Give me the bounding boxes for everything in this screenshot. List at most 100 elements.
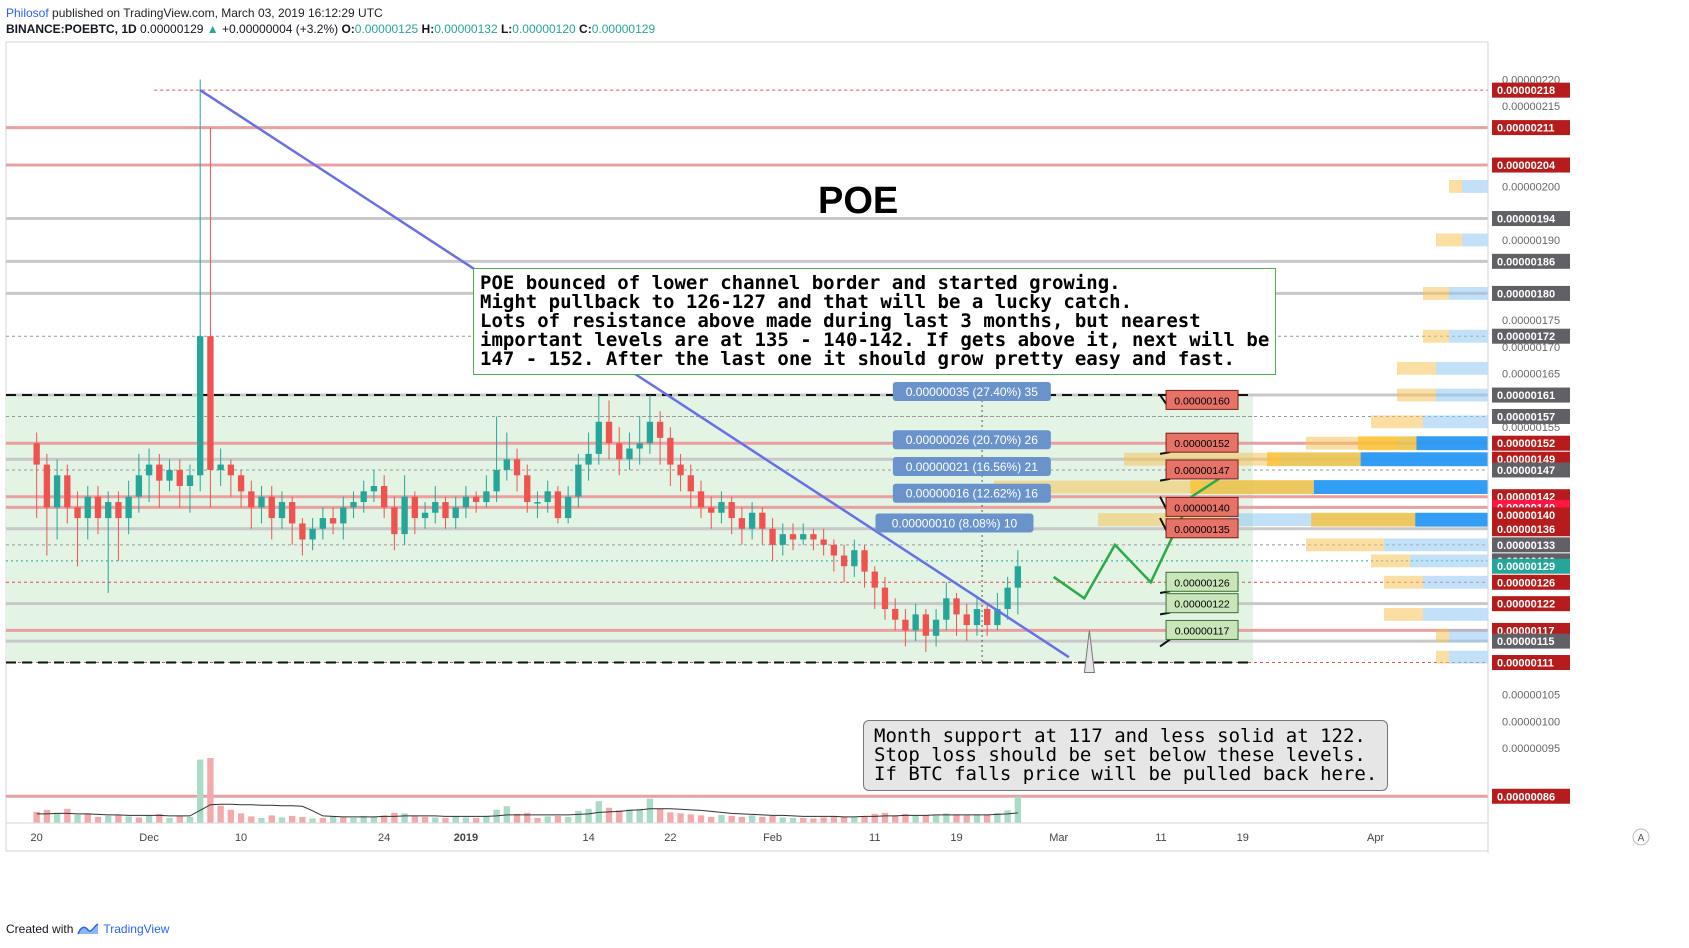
price-tag-text: 0.00000122 <box>1497 599 1555 611</box>
callout-text: 0.00000140 <box>1174 502 1230 514</box>
volume-profile-yellow <box>1384 575 1423 589</box>
volume-bar <box>820 817 827 823</box>
candle-body <box>789 534 797 540</box>
volume-bar <box>105 815 112 823</box>
candle-body <box>442 502 449 519</box>
price-tag: 0.00000180 <box>1492 285 1570 301</box>
measure-label: 0.00000021 (16.56%) 21 <box>892 456 1051 476</box>
auto-scale-button[interactable]: A <box>1632 828 1650 846</box>
price-tag-bg <box>1492 558 1570 574</box>
y-tick-label: 0.00000105 <box>1502 690 1560 702</box>
candle-body <box>319 518 327 529</box>
volume-bar <box>544 816 551 823</box>
price-tag-text: 0.00000204 <box>1497 160 1556 172</box>
analysis-note[interactable]: POE bounced of lower channel border and … <box>473 268 1277 375</box>
price-tag: 0.00000140 <box>1492 507 1570 523</box>
footer-brand[interactable]: TradingView <box>103 922 170 936</box>
volume-bar <box>902 813 909 823</box>
candle-body <box>595 421 602 454</box>
volume-profile-yellow <box>1423 286 1449 300</box>
candle-body <box>207 336 214 470</box>
volume-profile-yellow <box>1306 538 1384 552</box>
volume-bar <box>554 815 562 823</box>
volume-profile-yellow <box>1371 554 1410 568</box>
candle-body <box>953 598 960 615</box>
candle-body <box>708 507 715 513</box>
volume-bar <box>391 812 398 823</box>
volume-bar <box>769 815 776 823</box>
candle-body <box>186 475 194 486</box>
volume-profile-blue <box>1423 415 1488 429</box>
volume-bar <box>135 817 143 823</box>
price-callout: 0.00000122 <box>1159 593 1239 616</box>
candle-body <box>687 475 694 492</box>
volume-bar <box>176 815 183 823</box>
candle-body <box>94 496 102 519</box>
candle-body <box>493 469 500 492</box>
candle-body <box>861 550 868 572</box>
measure-label-text: 0.00000010 (8.08%) 10 <box>892 516 1018 530</box>
candle-body <box>472 496 480 503</box>
price-tag: 0.00000129 <box>1492 558 1570 574</box>
volume-bar <box>656 808 664 823</box>
price-tag-bg <box>1492 387 1570 403</box>
x-tick-label: Apr <box>1367 832 1384 844</box>
price-tag: 0.00000147 <box>1492 462 1570 478</box>
volume-bar <box>973 814 981 823</box>
callout-bg <box>1165 593 1239 614</box>
y-tick-label: 0.00000175 <box>1502 315 1560 327</box>
candle-body <box>237 475 245 492</box>
callout-text: 0.00000152 <box>1174 438 1230 450</box>
x-tick-label: Dec <box>139 832 159 844</box>
volume-profile-blue <box>1410 554 1488 568</box>
measure-label: 0.00000026 (20.70%) 26 <box>892 430 1051 450</box>
candle-body <box>299 523 306 540</box>
candle-body <box>759 512 766 529</box>
callout-text: 0.00000122 <box>1174 599 1230 611</box>
volume-bar <box>452 816 459 823</box>
x-tick-label: 19 <box>950 832 962 844</box>
support-note[interactable]: Month support at 117 and less solid at 1… <box>863 720 1389 791</box>
volume-bar <box>145 815 153 823</box>
price-tag-bg <box>1492 408 1570 424</box>
volume-bar <box>483 815 490 823</box>
volume-bar <box>616 810 623 823</box>
volume-bar <box>840 816 848 823</box>
price-tag-bg <box>1492 82 1570 98</box>
price-tag-bg <box>1492 328 1570 344</box>
candle-body <box>248 491 255 508</box>
volume-bar <box>575 810 582 823</box>
volume-bar <box>728 815 735 823</box>
support-pointer <box>1083 630 1095 674</box>
author-name[interactable]: Philosof <box>6 6 49 20</box>
candle-body <box>33 443 40 465</box>
price-tag: 0.00000136 <box>1492 521 1570 537</box>
volume-profile-blue <box>1462 233 1488 247</box>
volume-bar <box>534 817 541 823</box>
measure-label-bg <box>892 456 1051 476</box>
callout-pointer <box>1159 638 1171 648</box>
volume-bar <box>125 816 132 823</box>
candle-body <box>350 502 357 508</box>
price-tag-bg <box>1492 633 1570 649</box>
measure-label-bg <box>892 382 1051 402</box>
candle-body <box>912 614 919 631</box>
callout-text: 0.00000126 <box>1174 577 1230 589</box>
price-callout: 0.00000160 <box>1159 389 1239 410</box>
candle-body <box>820 539 827 545</box>
price-tag-bg <box>1492 507 1570 523</box>
volume-bar <box>462 817 470 823</box>
y-tick-label: 0.00000155 <box>1502 422 1560 434</box>
callout-bg <box>1165 619 1239 640</box>
volume-bar <box>677 813 684 823</box>
measure-label-bg <box>892 483 1051 503</box>
candle-body <box>289 502 296 524</box>
tradingview-logo-icon <box>77 923 99 935</box>
volume-bar <box>871 813 878 823</box>
price-tag: 0.00000111 <box>1492 655 1570 671</box>
candle-body <box>748 512 756 529</box>
candle-body <box>605 421 613 444</box>
volume-profile-blue <box>1436 388 1488 402</box>
candle-body <box>554 491 562 519</box>
